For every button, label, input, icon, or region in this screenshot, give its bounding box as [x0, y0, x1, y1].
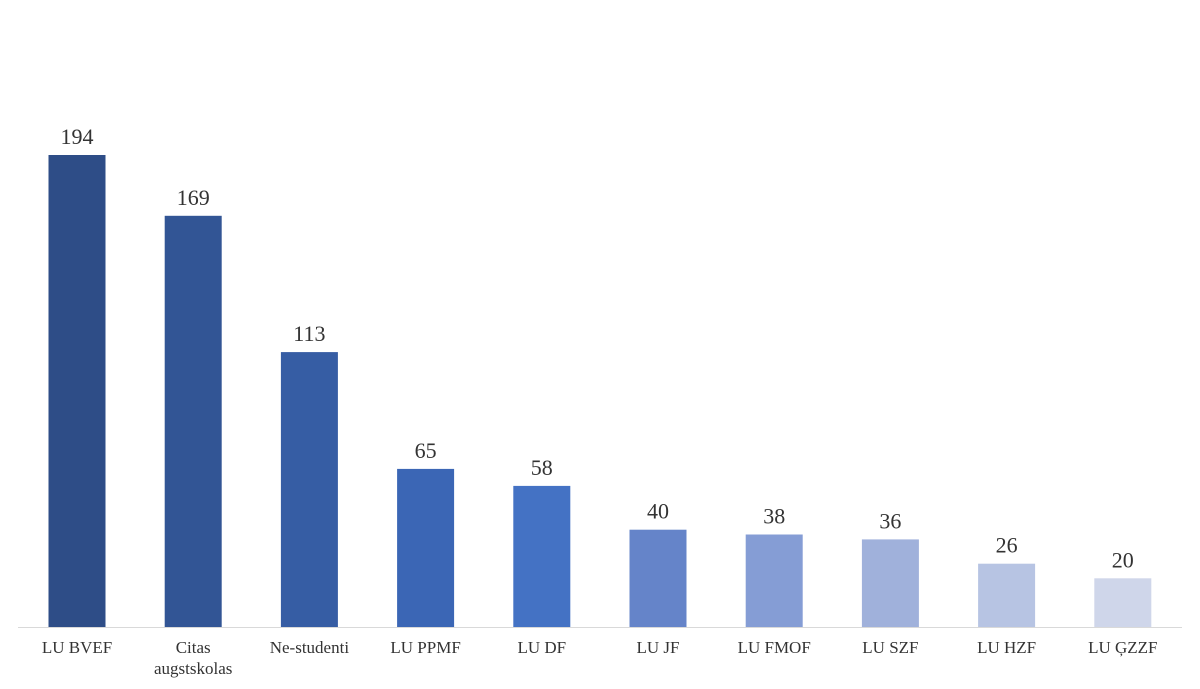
data-label: 65 — [415, 438, 437, 463]
bar — [513, 485, 571, 627]
bar — [861, 539, 919, 627]
category-label-line: LU PPMF — [390, 638, 460, 657]
bar — [629, 529, 687, 627]
data-label: 169 — [177, 185, 210, 210]
category-label: LU PPMF — [390, 638, 460, 657]
category-label-line: Ne-studenti — [270, 638, 350, 657]
category-label-line: augstskolas — [154, 659, 232, 678]
data-label: 36 — [879, 508, 901, 533]
category-label: LU BVEF — [42, 638, 112, 657]
category-label-line: LU ĢZZF — [1088, 638, 1157, 657]
data-label: 40 — [647, 499, 669, 524]
category-label-line: LU DF — [517, 638, 566, 657]
category-label: LU DF — [517, 638, 566, 657]
category-label: LU SZF — [862, 638, 918, 657]
bar — [48, 155, 106, 627]
bars-group — [48, 155, 1152, 628]
category-label: Ne-studenti — [270, 638, 350, 657]
data-label: 194 — [61, 124, 94, 149]
bar — [1094, 578, 1152, 627]
data-label: 113 — [293, 321, 325, 346]
category-label-line: LU SZF — [862, 638, 918, 657]
data-label: 26 — [996, 533, 1018, 558]
category-label-line: LU FMOF — [738, 638, 811, 657]
value-labels-group: 194 169 113 65 58 40 38 36 26 20 — [61, 124, 1134, 572]
category-label: Citas augstskolas — [154, 638, 232, 678]
category-label-line: LU HZF — [977, 638, 1036, 657]
data-label: 58 — [531, 455, 553, 480]
category-label-line: LU BVEF — [42, 638, 112, 657]
category-label-line: Citas — [176, 638, 211, 657]
bar — [978, 563, 1036, 627]
category-label: LU ĢZZF — [1088, 638, 1157, 657]
bar — [745, 534, 803, 627]
data-label: 20 — [1112, 547, 1134, 572]
bar — [397, 468, 455, 627]
bar — [164, 215, 222, 628]
category-label: LU JF — [637, 638, 680, 657]
category-label-line: LU JF — [637, 638, 680, 657]
category-label: LU FMOF — [738, 638, 811, 657]
data-label: 38 — [763, 504, 785, 529]
bar — [280, 352, 338, 627]
category-label: LU HZF — [977, 638, 1036, 657]
category-labels-group: LU BVEF Citas augstskolas Ne-studenti LU PPM… — [42, 638, 1158, 678]
